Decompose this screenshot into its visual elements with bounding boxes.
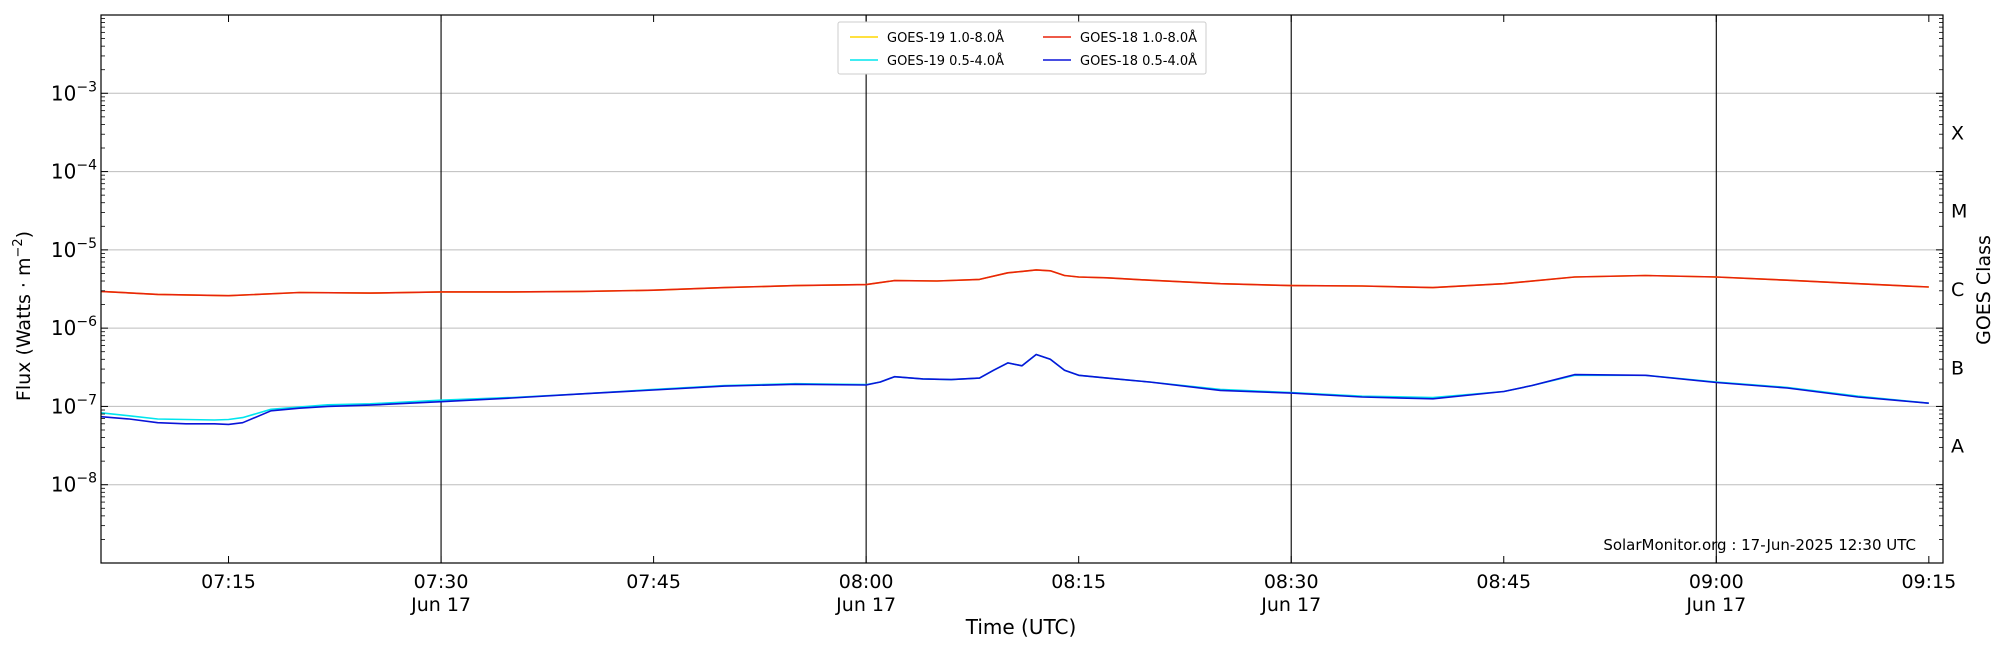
data-series: [100, 269, 1929, 426]
x-tick-label: 07:15: [201, 571, 256, 593]
series-line-3: [100, 353, 1929, 426]
x-tick-label: 07:30: [414, 571, 469, 593]
legend-label: GOES-18 0.5-4.0Å: [1080, 53, 1197, 69]
x-tick-label: 08:15: [1051, 571, 1106, 593]
x-tick-label: 08:45: [1476, 571, 1531, 593]
x-tick-label: 08:00: [839, 571, 894, 593]
legend-label: GOES-19 0.5-4.0Å: [887, 53, 1004, 69]
x-tick-date-label: Jun 17: [835, 594, 896, 616]
y-axis-title: Flux (Watts · m−2): [11, 231, 35, 401]
x-tick-date-label: Jun 17: [410, 594, 471, 616]
goes-class-m: M: [1951, 201, 1967, 223]
y-tick-label: 10−4: [51, 158, 97, 184]
watermark-text: SolarMonitor.org : 17-Jun-2025 12:30 UTC: [1603, 536, 1916, 554]
x-tick-label: 07:45: [626, 571, 681, 593]
x-tick-label: 09:00: [1689, 571, 1744, 593]
y-tick-label: 10−7: [51, 392, 97, 418]
y-tick-label: 10−8: [51, 471, 97, 497]
series-line-1: [100, 269, 1929, 297]
horizontal-gridlines: [101, 92, 1943, 486]
x-axis-title: Time (UTC): [965, 615, 1077, 639]
goes-class-x: X: [1951, 122, 1964, 144]
x-tick-label: 08:30: [1264, 571, 1319, 593]
legend-box: [837, 21, 1207, 75]
x-tick-date-label: Jun 17: [1260, 594, 1321, 616]
plot-frame: [100, 14, 1944, 564]
right-axis-title: GOES Class: [1973, 235, 1995, 345]
axis-ticks: [101, 14, 1943, 564]
goes-class-labels: A B C M X: [1951, 122, 1967, 457]
goes-class-a: A: [1951, 436, 1964, 458]
x-tick-date-label: Jun 17: [1685, 594, 1746, 616]
legend-label: GOES-19 1.0-8.0Å: [887, 30, 1004, 46]
x-tick-label: 09:15: [1901, 571, 1956, 593]
goes-class-c: C: [1951, 279, 1964, 301]
y-tick-labels: 10−8 10−7 10−6 10−5 10−4 10−3: [51, 79, 97, 496]
legend-label: GOES-18 1.0-8.0Å: [1080, 30, 1197, 46]
legend: GOES-19 1.0-8.0Å GOES-19 0.5-4.0Å GOES-18 …: [837, 21, 1207, 75]
y-tick-label: 10−3: [51, 79, 97, 105]
y-tick-label: 10−5: [51, 236, 97, 262]
goes-class-b: B: [1951, 357, 1964, 379]
day-marker-lines: [440, 15, 1717, 563]
y-tick-label: 10−6: [51, 314, 97, 340]
